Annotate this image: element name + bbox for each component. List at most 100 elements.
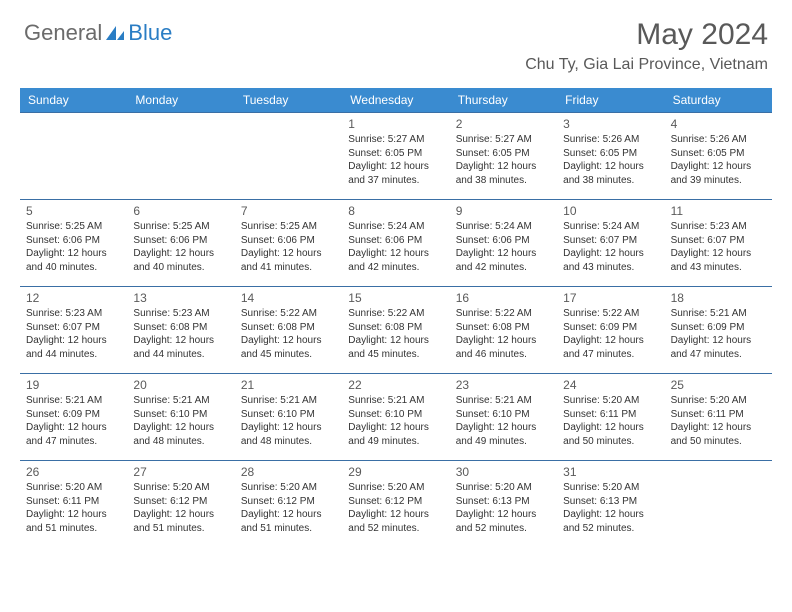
day-number: 16 [456, 291, 551, 305]
day-number: 19 [26, 378, 121, 392]
sunrise-line: Sunrise: 5:25 AM [26, 220, 121, 234]
brand-word2: Blue [128, 20, 172, 46]
weekday-header: Sunday [20, 88, 127, 112]
weekday-header: Friday [557, 88, 664, 112]
daylight-line: Daylight: 12 hours and 44 minutes. [133, 334, 228, 361]
day-cell: 18 Sunrise: 5:21 AMSunset: 6:09 PMDayligh… [665, 287, 772, 373]
day-number: 23 [456, 378, 551, 392]
sunrise-line: Sunrise: 5:20 AM [348, 481, 443, 495]
sunrise-line: Sunrise: 5:20 AM [563, 481, 658, 495]
day-cell: 7 Sunrise: 5:25 AMSunset: 6:06 PMDaylight… [235, 200, 342, 286]
sunrise-line: Sunrise: 5:22 AM [348, 307, 443, 321]
sunrise-line: Sunrise: 5:25 AM [241, 220, 336, 234]
daylight-line: Daylight: 12 hours and 51 minutes. [133, 508, 228, 535]
day-number: 14 [241, 291, 336, 305]
sunset-line: Sunset: 6:12 PM [133, 495, 228, 509]
day-cell: 11Sunrise: 5:23 AMSunset: 6:07 PMDayligh… [665, 200, 772, 286]
daylight-line: Daylight: 12 hours and 38 minutes. [563, 160, 658, 187]
sunset-line: Sunset: 6:06 PM [133, 234, 228, 248]
day-number: 10 [563, 204, 658, 218]
sunrise-line: Sunrise: 5:21 AM [671, 307, 766, 321]
weekday-header: Thursday [450, 88, 557, 112]
day-cell: 12Sunrise: 5:23 AMSunset: 6:07 PMDayligh… [20, 287, 127, 373]
day-cell: 17Sunrise: 5:22 AMSunset: 6:09 PMDayligh… [557, 287, 664, 373]
daylight-line: Daylight: 12 hours and 50 minutes. [671, 421, 766, 448]
brand-logo: General Blue [24, 20, 172, 46]
day-cell: 9Sunrise: 5:24 AMSunset: 6:06 PMDaylight… [450, 200, 557, 286]
day-cell: 25Sunrise: 5:20 AMSunset: 6:11 PMDayligh… [665, 374, 772, 460]
sunrise-line: Sunrise: 5:23 AM [671, 220, 766, 234]
day-cell: 27Sunrise: 5:20 AMSunset: 6:12 PMDayligh… [127, 461, 234, 547]
day-cell: 8Sunrise: 5:24 AMSunset: 6:06 PMDaylight… [342, 200, 449, 286]
day-number: 8 [348, 204, 443, 218]
day-number: 26 [26, 465, 121, 479]
sunset-line: Sunset: 6:07 PM [671, 234, 766, 248]
day-number: 25 [671, 378, 766, 392]
day-cell [127, 113, 234, 199]
header: General Blue May 2024 Chu Ty, Gia Lai Pr… [0, 0, 792, 80]
sunrise-line: Sunrise: 5:22 AM [456, 307, 551, 321]
sunset-line: Sunset: 6:12 PM [348, 495, 443, 509]
sunset-line: Sunset: 6:13 PM [456, 495, 551, 509]
sunset-line: Sunset: 6:07 PM [26, 321, 121, 335]
weekday-row: SundayMondayTuesdayWednesdayThursdayFrid… [20, 88, 772, 112]
day-cell: 30Sunrise: 5:20 AMSunset: 6:13 PMDayligh… [450, 461, 557, 547]
sunrise-line: Sunrise: 5:21 AM [241, 394, 336, 408]
day-number: 12 [26, 291, 121, 305]
daylight-line: Daylight: 12 hours and 42 minutes. [456, 247, 551, 274]
daylight-line: Daylight: 12 hours and 52 minutes. [456, 508, 551, 535]
daylight-line: Daylight: 12 hours and 37 minutes. [348, 160, 443, 187]
sunrise-line: Sunrise: 5:22 AM [241, 307, 336, 321]
sunset-line: Sunset: 6:10 PM [241, 408, 336, 422]
daylight-line: Daylight: 12 hours and 43 minutes. [563, 247, 658, 274]
sunset-line: Sunset: 6:05 PM [563, 147, 658, 161]
day-cell: 29Sunrise: 5:20 AMSunset: 6:12 PMDayligh… [342, 461, 449, 547]
month-title: May 2024 [525, 18, 768, 52]
day-number: 7 [241, 204, 336, 218]
sunrise-line: Sunrise: 5:20 AM [671, 394, 766, 408]
sunset-line: Sunset: 6:11 PM [26, 495, 121, 509]
day-number: 28 [241, 465, 336, 479]
daylight-line: Daylight: 12 hours and 41 minutes. [241, 247, 336, 274]
sunset-line: Sunset: 6:05 PM [671, 147, 766, 161]
weekday-header: Tuesday [235, 88, 342, 112]
day-cell: 16Sunrise: 5:22 AMSunset: 6:08 PMDayligh… [450, 287, 557, 373]
day-number: 3 [563, 117, 658, 131]
sunset-line: Sunset: 6:09 PM [563, 321, 658, 335]
day-number: 27 [133, 465, 228, 479]
weekday-header: Saturday [665, 88, 772, 112]
day-cell: 26Sunrise: 5:20 AMSunset: 6:11 PMDayligh… [20, 461, 127, 547]
daylight-line: Daylight: 12 hours and 49 minutes. [456, 421, 551, 448]
sunrise-line: Sunrise: 5:27 AM [456, 133, 551, 147]
sunset-line: Sunset: 6:12 PM [241, 495, 336, 509]
sunrise-line: Sunrise: 5:26 AM [671, 133, 766, 147]
day-cell: 3Sunrise: 5:26 AMSunset: 6:05 PMDaylight… [557, 113, 664, 199]
daylight-line: Daylight: 12 hours and 45 minutes. [348, 334, 443, 361]
daylight-line: Daylight: 12 hours and 47 minutes. [671, 334, 766, 361]
daylight-line: Daylight: 12 hours and 51 minutes. [241, 508, 336, 535]
sunset-line: Sunset: 6:08 PM [241, 321, 336, 335]
sunrise-line: Sunrise: 5:20 AM [26, 481, 121, 495]
day-cell: 10Sunrise: 5:24 AMSunset: 6:07 PMDayligh… [557, 200, 664, 286]
sunset-line: Sunset: 6:06 PM [241, 234, 336, 248]
day-number: 11 [671, 204, 766, 218]
day-number: 4 [671, 117, 766, 131]
daylight-line: Daylight: 12 hours and 48 minutes. [241, 421, 336, 448]
sunset-line: Sunset: 6:09 PM [671, 321, 766, 335]
day-number: 1 [348, 117, 443, 131]
day-number: 6 [133, 204, 228, 218]
sunset-line: Sunset: 6:08 PM [348, 321, 443, 335]
day-cell: 15Sunrise: 5:22 AMSunset: 6:08 PMDayligh… [342, 287, 449, 373]
day-number: 9 [456, 204, 551, 218]
sunset-line: Sunset: 6:06 PM [456, 234, 551, 248]
sunset-line: Sunset: 6:09 PM [26, 408, 121, 422]
day-number: 5 [26, 204, 121, 218]
day-number: 18 [671, 291, 766, 305]
day-cell: 5Sunrise: 5:25 AMSunset: 6:06 PMDaylight… [20, 200, 127, 286]
day-number: 21 [241, 378, 336, 392]
daylight-line: Daylight: 12 hours and 42 minutes. [348, 247, 443, 274]
sunset-line: Sunset: 6:06 PM [348, 234, 443, 248]
day-cell: 31Sunrise: 5:20 AMSunset: 6:13 PMDayligh… [557, 461, 664, 547]
day-number: 20 [133, 378, 228, 392]
sunrise-line: Sunrise: 5:21 AM [456, 394, 551, 408]
